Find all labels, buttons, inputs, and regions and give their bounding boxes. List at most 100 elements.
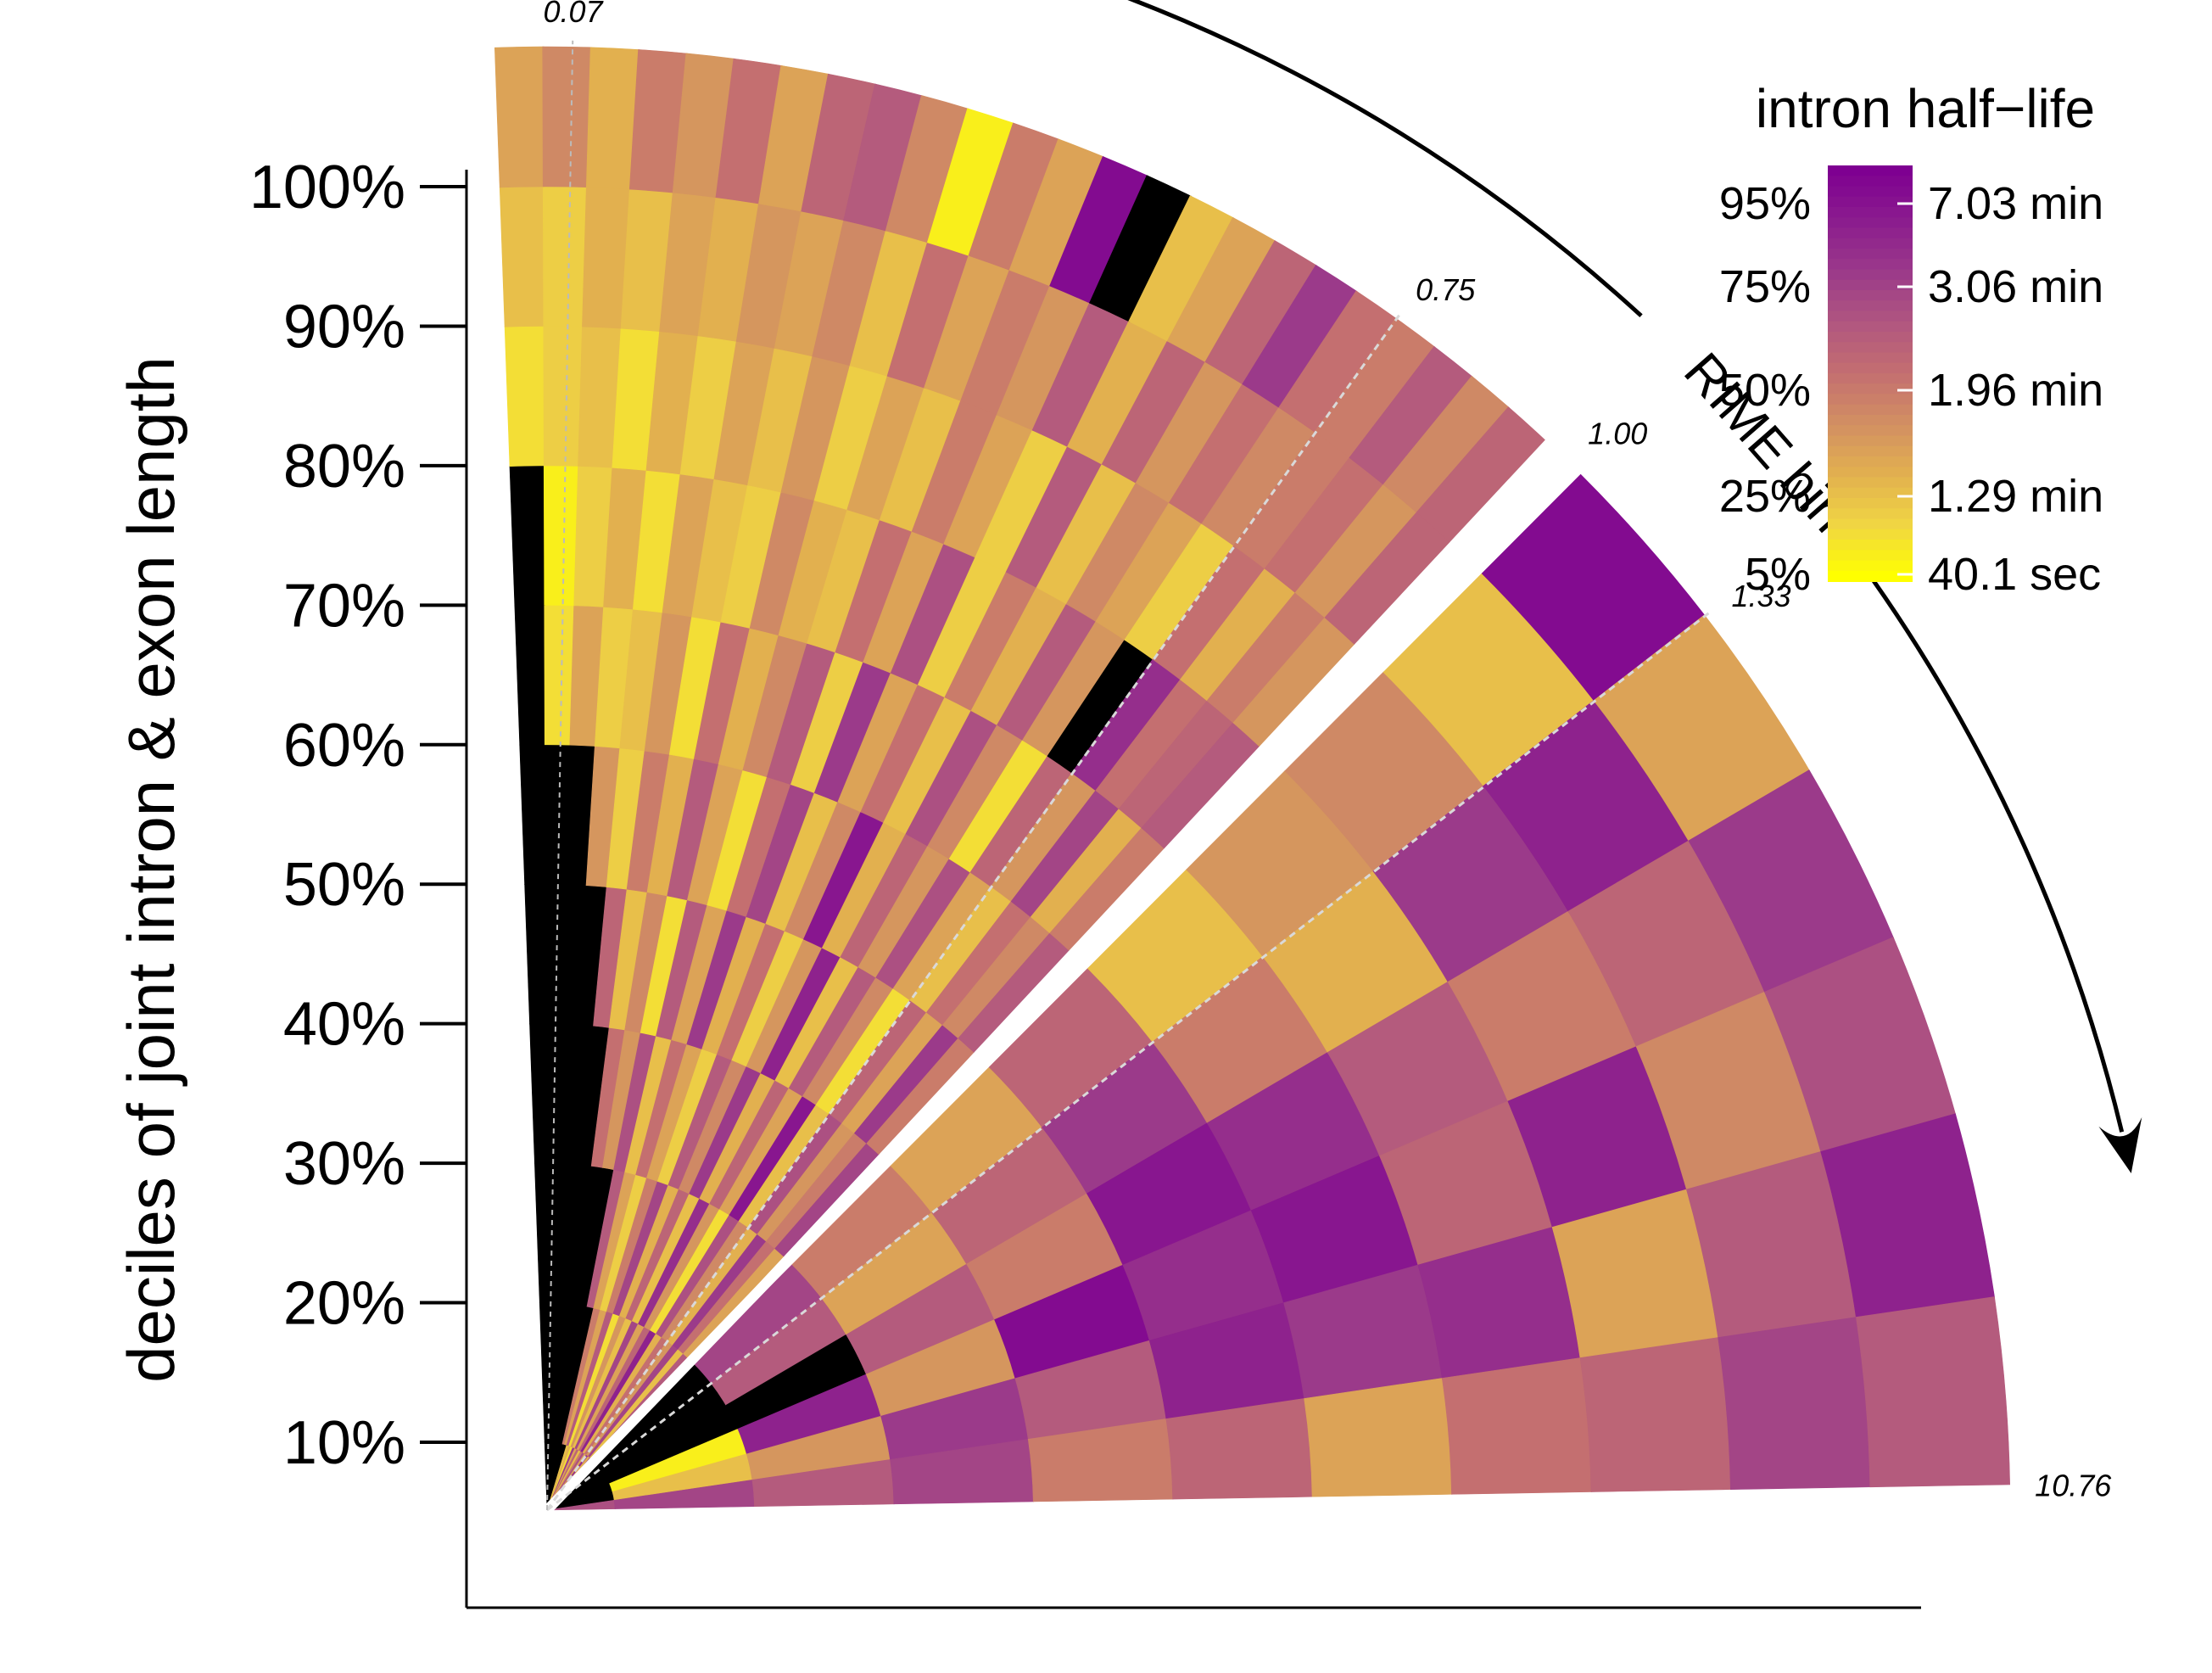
- heatmap-cell: [539, 1301, 548, 1443]
- bin-tick-label: 1.33: [1731, 579, 1790, 613]
- heatmap-cell: [543, 465, 579, 607]
- heatmap-cell: [1481, 473, 1706, 702]
- heatmap-cell: [524, 883, 547, 1025]
- legend-swatch: [1828, 477, 1913, 489]
- heatmap-cell: [1579, 1337, 1732, 1492]
- heatmap-cell: [1441, 1357, 1592, 1495]
- legend-value: 1.96 min: [1928, 365, 2103, 416]
- axes: [465, 170, 1921, 1609]
- heatmap-cell: [1718, 1317, 1871, 1490]
- legend-percentile: 50%: [1719, 365, 1811, 416]
- legend-swatch: [1828, 487, 1913, 499]
- rime-arrow-lower: [1872, 579, 2125, 1133]
- legend-swatch: [1828, 383, 1913, 395]
- legend-swatch: [1828, 529, 1913, 540]
- heatmap-cell: [1764, 937, 1957, 1154]
- legend-swatch: [1828, 300, 1913, 312]
- heatmap-cell: [499, 186, 545, 327]
- heatmap-cell: [926, 108, 1015, 257]
- rime-0.07-guide: [546, 40, 574, 1511]
- legend-swatch: [1828, 290, 1913, 302]
- legend-swatch: [1828, 217, 1913, 229]
- legend-swatch: [1828, 518, 1913, 530]
- legend-percentile: 95%: [1719, 178, 1811, 229]
- heatmap-cell: [1382, 375, 1510, 514]
- heatmap-cell: [801, 73, 877, 221]
- legend-value: 3.06 min: [1928, 261, 2103, 312]
- legend-swatch: [1828, 165, 1913, 177]
- heatmap-cell: [543, 325, 584, 467]
- y-tick-label: 40%: [283, 991, 405, 1059]
- y-tick-label: 20%: [283, 1270, 405, 1338]
- heatmap-cell: [1314, 317, 1436, 459]
- legend-swatch: [1828, 269, 1913, 281]
- y-tick-label: 80%: [283, 433, 405, 501]
- legend-swatch: [1828, 249, 1913, 260]
- bin-separators: [543, 40, 1712, 1514]
- heatmap-cell: [843, 83, 924, 232]
- legend-swatch: [1828, 445, 1913, 457]
- heatmap-cell: [1304, 1378, 1453, 1497]
- y-tick-label: 10%: [283, 1409, 405, 1477]
- legend-swatch: [1828, 404, 1913, 416]
- heatmap-cell: [514, 604, 546, 746]
- heatmap-cell: [1242, 264, 1358, 409]
- legend-swatch: [1828, 467, 1913, 478]
- legend-value: 7.03 min: [1928, 178, 2103, 229]
- heatmap-cell: [1089, 175, 1192, 322]
- legend-swatch: [1828, 186, 1913, 198]
- legend-swatch: [1828, 342, 1913, 354]
- legend-swatch: [1828, 176, 1913, 187]
- y-ticks: 10% 20% 30% 40% 50% 60% 70% 80% 90% 100%: [249, 154, 466, 1477]
- legend-swatch: [1828, 238, 1913, 249]
- legend-swatch: [1828, 508, 1913, 520]
- heatmap-cell: [1416, 406, 1545, 543]
- legend-swatch: [1828, 196, 1913, 208]
- y-tick-label: 30%: [283, 1130, 405, 1198]
- bin-tick-label: 0.75: [1416, 272, 1476, 307]
- legend-swatch: [1828, 352, 1913, 364]
- heatmap-cell: [529, 1022, 547, 1164]
- legend-swatch: [1828, 394, 1913, 406]
- rime-arrow-upper: [1127, 0, 1643, 318]
- heatmap-cell: [968, 122, 1060, 271]
- y-tick-label: 60%: [283, 712, 405, 780]
- heatmap-cell: [1688, 769, 1895, 993]
- legend-swatch: [1828, 311, 1913, 322]
- heatmap-cell: [542, 46, 592, 188]
- y-axis-label: deciles of joint intron & exon length: [114, 356, 188, 1383]
- legend-swatch: [1828, 415, 1913, 427]
- heatmap-cell: [1166, 216, 1276, 363]
- heatmap-cell: [585, 47, 640, 190]
- rime-arrow-head: [2098, 1116, 2142, 1174]
- heatmap-cell: [1204, 240, 1318, 385]
- legend-swatch: [1828, 227, 1913, 239]
- bin-tick-label: 1.00: [1588, 417, 1647, 451]
- legend-swatch: [1828, 279, 1913, 291]
- y-tick-label: 50%: [283, 851, 405, 919]
- legend-swatch: [1828, 560, 1913, 572]
- legend-swatch: [1828, 207, 1913, 219]
- legend-swatch: [1828, 435, 1913, 447]
- heatmap-cell: [519, 743, 546, 886]
- legend-percentile: 25%: [1719, 471, 1811, 522]
- heatmap-cell: [1349, 345, 1473, 486]
- legend-swatch: [1828, 540, 1913, 551]
- y-tick-label: 90%: [283, 293, 405, 361]
- legend-swatch: [1828, 550, 1913, 562]
- legend-swatch: [1828, 362, 1913, 374]
- heatmap-cell: [1855, 1296, 2010, 1488]
- heatmap-cell: [758, 64, 830, 212]
- heatmap-cell: [1820, 1113, 1996, 1319]
- legend-swatch: [1828, 259, 1913, 271]
- heatmap-cell: [1049, 155, 1148, 305]
- legend-value: 40.1 sec: [1928, 549, 2101, 600]
- heatmap-cell: [1278, 290, 1398, 434]
- legend-value: 1.29 min: [1928, 471, 2103, 522]
- legend-swatch: [1828, 425, 1913, 437]
- heatmap-wedges: [494, 46, 2010, 1511]
- heatmap-cell: [542, 186, 588, 327]
- rime-0.75-guide: [545, 311, 1403, 1511]
